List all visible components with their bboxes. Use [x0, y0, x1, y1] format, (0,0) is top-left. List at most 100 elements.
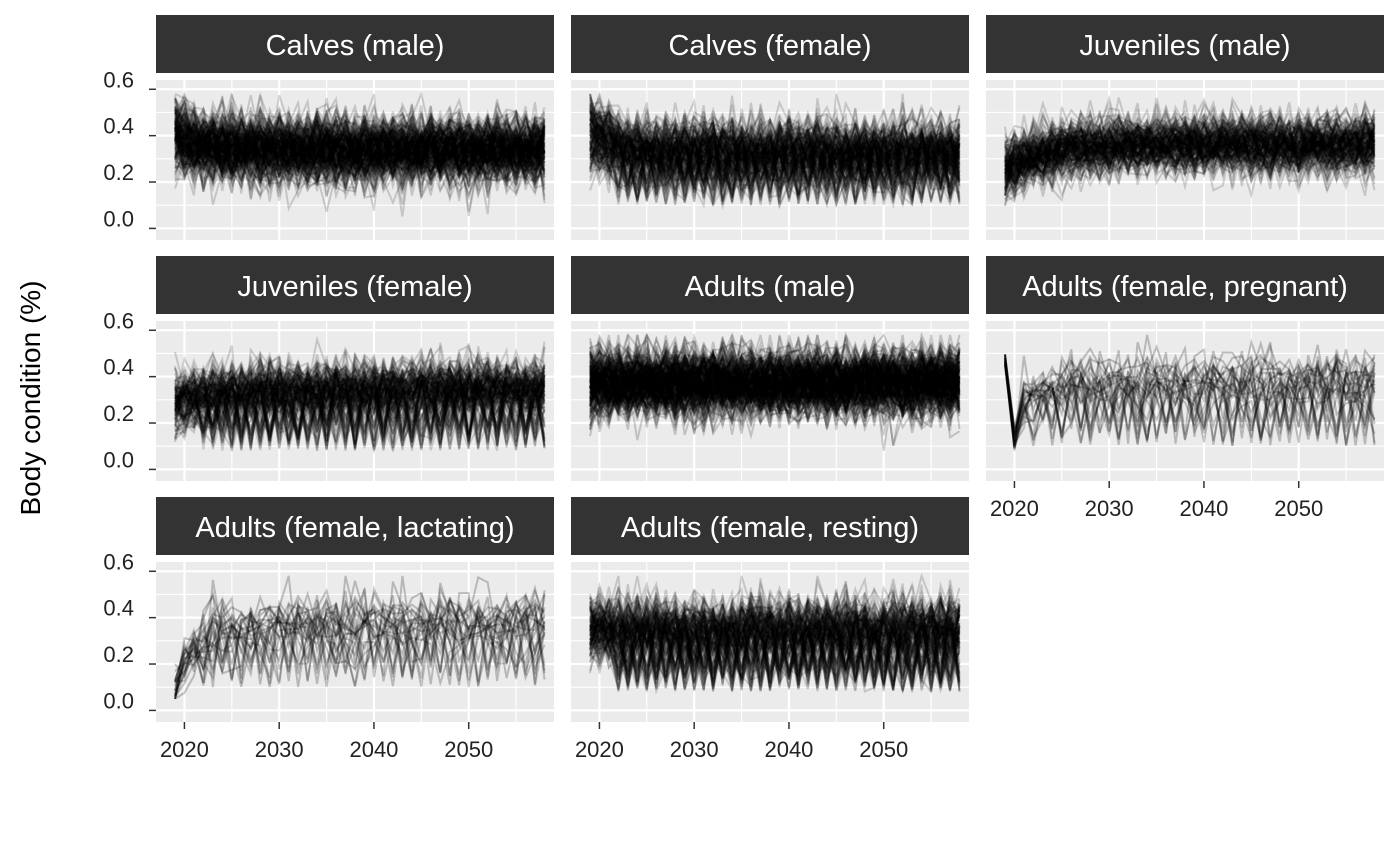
series-line [1004, 119, 1376, 188]
series-line [174, 99, 546, 184]
series-line [174, 110, 546, 191]
series-line [1004, 116, 1375, 203]
panel-background [156, 80, 554, 240]
series-line [174, 575, 546, 700]
series-line [589, 348, 961, 420]
series-line [174, 107, 546, 191]
series-line [589, 124, 961, 188]
series-line [174, 587, 546, 696]
series-line [589, 594, 961, 689]
series-line [174, 581, 546, 692]
series-line [1004, 113, 1376, 176]
series-line [174, 105, 545, 185]
series-line [589, 98, 961, 206]
series-line [174, 103, 546, 178]
series-line [589, 117, 961, 207]
series-line [589, 336, 961, 421]
series-line [174, 359, 545, 437]
series-line [589, 341, 961, 408]
series-line [589, 337, 960, 417]
facet-strip [571, 497, 969, 555]
series-line [1004, 131, 1375, 184]
series-line [589, 109, 961, 190]
series-line [174, 579, 546, 687]
series-line [589, 343, 961, 413]
series-line [1004, 341, 1376, 444]
series-line [1004, 121, 1376, 182]
series-line [589, 108, 961, 206]
series-line [589, 343, 961, 416]
series-line [589, 350, 961, 424]
series-line [174, 99, 546, 167]
series-line [1004, 101, 1376, 173]
series-line [1004, 348, 1376, 447]
series-line [174, 112, 546, 204]
series-line [1004, 120, 1376, 183]
series-line [1004, 110, 1376, 179]
series-line [589, 344, 961, 402]
series-line [589, 366, 961, 427]
series-line [589, 114, 961, 208]
series-line [589, 341, 961, 403]
series-line [589, 586, 961, 691]
series-line [589, 577, 961, 692]
series-line [589, 349, 961, 446]
series-line [1004, 120, 1376, 197]
series-line [174, 110, 545, 203]
series-line [589, 601, 961, 664]
series-line [589, 334, 960, 424]
series-line [589, 107, 961, 205]
series-line [174, 115, 546, 197]
series-line [1004, 110, 1375, 197]
series-line [174, 96, 546, 174]
series-line [1004, 114, 1376, 189]
panel-background [571, 321, 969, 481]
x-tick-label: 2050 [859, 737, 908, 762]
series-line [174, 114, 546, 186]
series-line [589, 587, 961, 692]
series-line [174, 119, 546, 185]
series-line [589, 99, 961, 186]
series-line [1004, 99, 1376, 191]
series-line [589, 355, 961, 417]
series-line [589, 358, 960, 430]
series-line [1004, 357, 1376, 429]
series-line [589, 104, 961, 187]
series-line [1004, 98, 1376, 193]
series-line [1004, 119, 1376, 177]
series-line [1004, 127, 1375, 188]
series-line [589, 590, 961, 690]
series-line [1004, 120, 1376, 186]
series-line [174, 354, 546, 455]
series-line [589, 338, 961, 406]
series-line [174, 105, 546, 185]
series-line [589, 603, 961, 681]
facet-panel: Adults (female, lactating) 0.0 0.2 0.4 0.6 20… [103, 497, 554, 762]
series-line [174, 115, 545, 196]
series-line [589, 334, 961, 404]
series-line [174, 106, 546, 195]
series-line [589, 342, 960, 420]
series-line [174, 352, 546, 433]
series-line [174, 109, 546, 185]
series-line [589, 354, 961, 422]
series-line [589, 339, 960, 426]
series-line [174, 124, 546, 191]
series-line [1004, 116, 1376, 166]
series-line [589, 341, 961, 423]
series-line [1004, 111, 1376, 172]
series-line [174, 357, 546, 448]
series-line [174, 359, 545, 436]
series-line [1004, 112, 1376, 181]
facet-panel: Juveniles (male) [986, 15, 1384, 240]
series-line [589, 611, 960, 686]
series-line [1004, 107, 1376, 199]
series-line [174, 125, 546, 196]
series-line [589, 344, 961, 421]
series-line [589, 123, 960, 205]
series-line [589, 592, 961, 688]
series-line [174, 112, 546, 196]
series-line [174, 353, 546, 428]
series-line [589, 343, 961, 407]
series-line [174, 346, 546, 449]
